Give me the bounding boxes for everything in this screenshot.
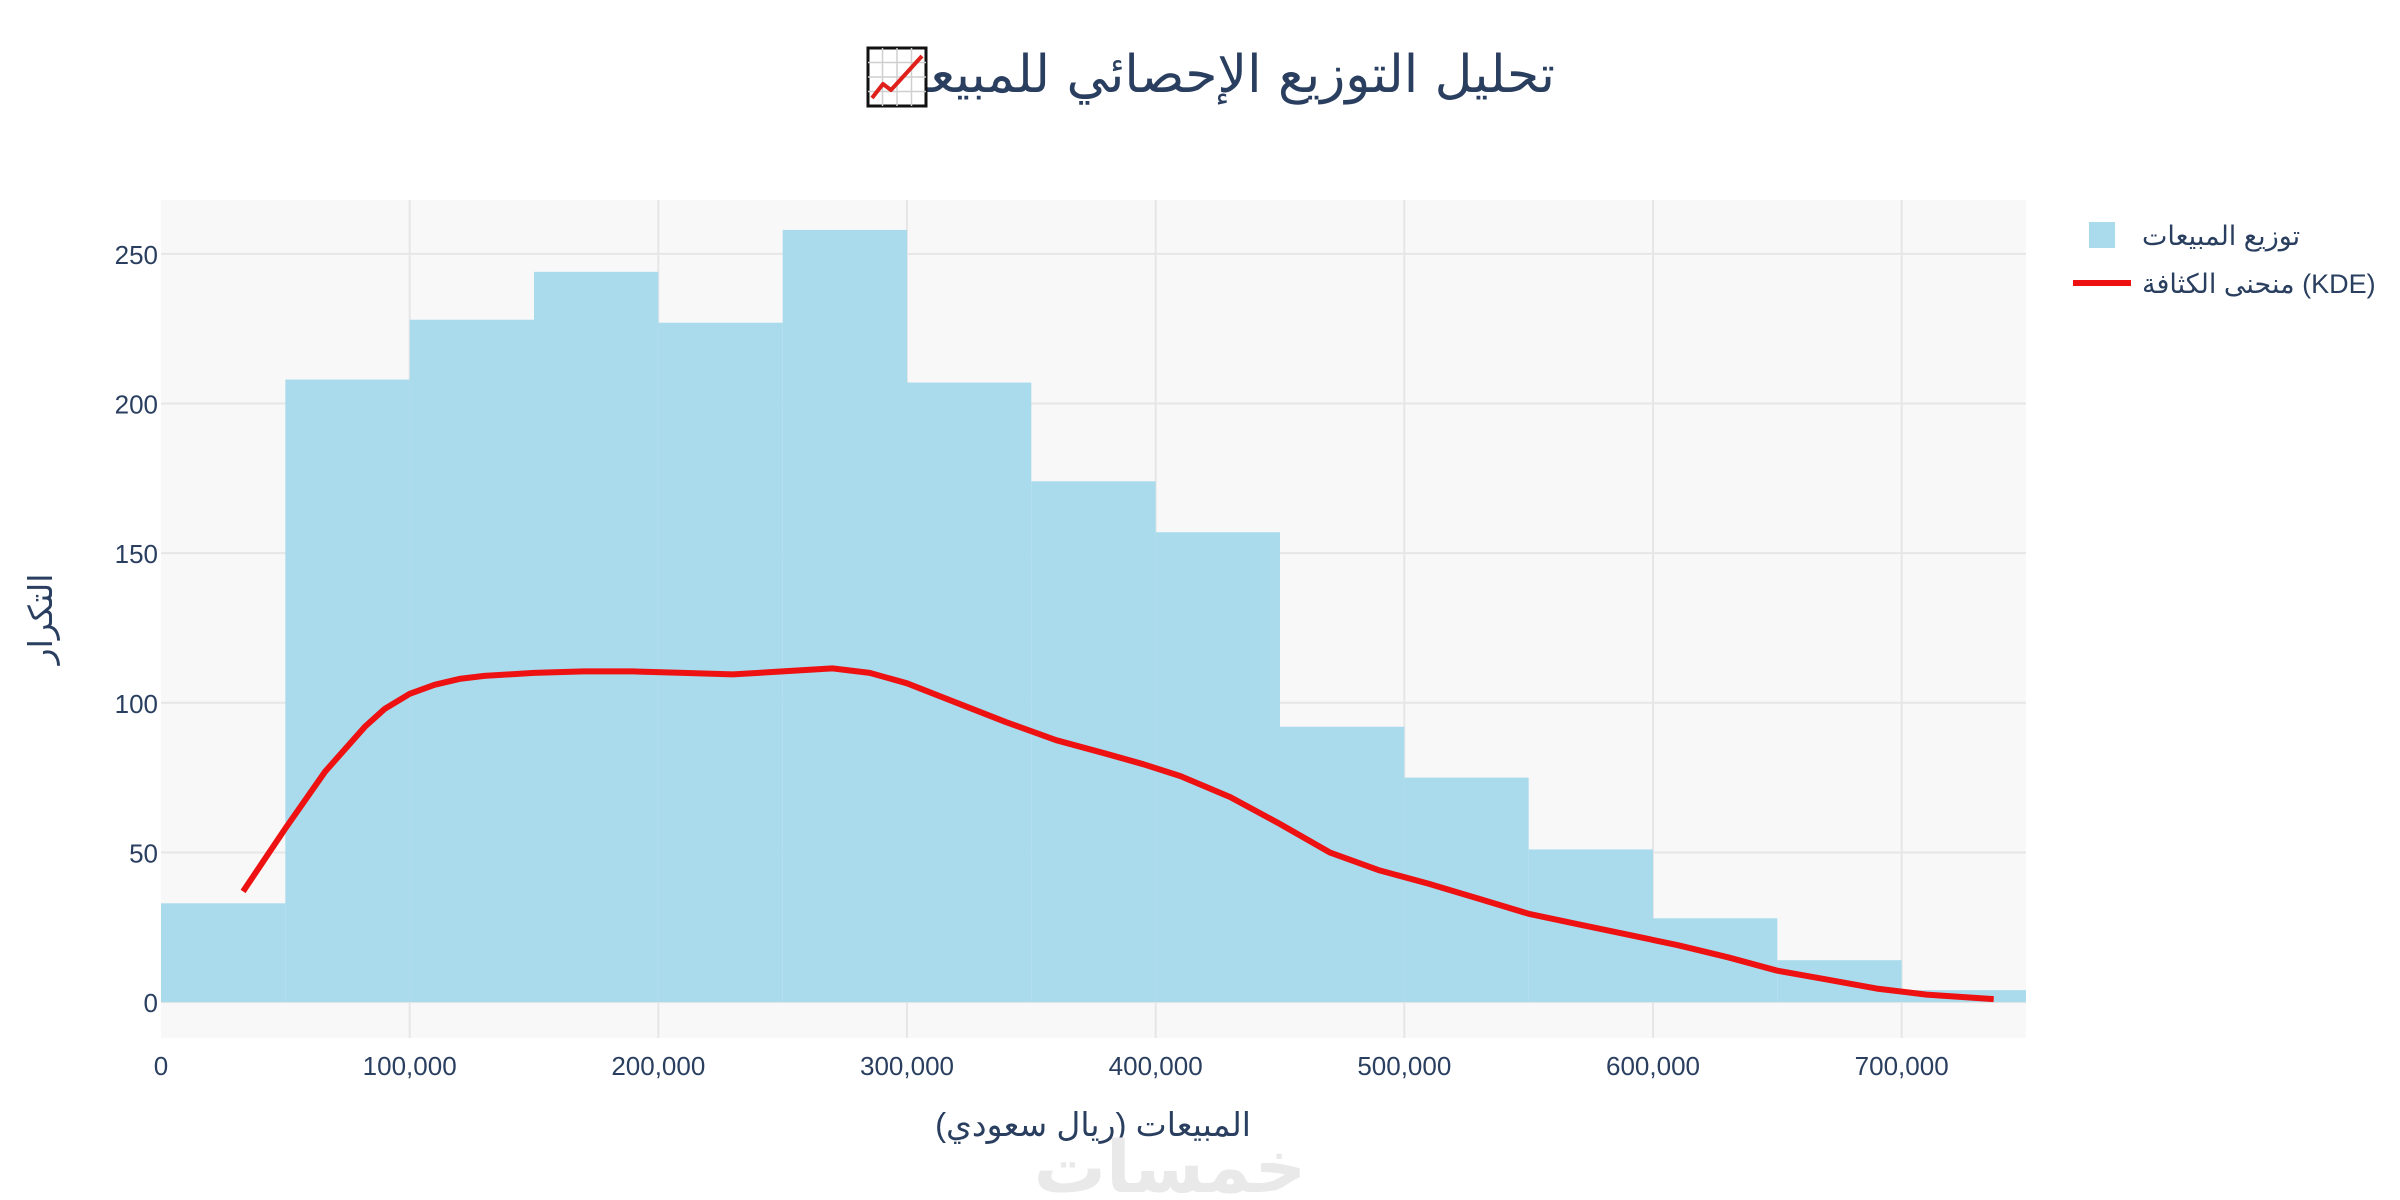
y-tick-label: 50: [129, 838, 158, 868]
x-tick-label: 500,000: [1357, 1051, 1451, 1081]
chart-increasing-icon: [866, 46, 928, 108]
x-tick-label: 300,000: [860, 1051, 954, 1081]
histogram-bar[interactable]: [285, 379, 410, 1003]
legend-label-kde: منحنى الكثافة (KDE): [2142, 269, 2376, 299]
x-tick-labels: 0 100,000 200,000 300,000 400,000 500,000 600,…: [154, 1051, 1949, 1081]
x-tick-label: 0: [154, 1051, 168, 1081]
x-tick-label: 100,000: [363, 1051, 457, 1081]
histogram-bar[interactable]: [1155, 532, 1280, 1003]
y-tick-label: 250: [115, 240, 158, 270]
y-tick-labels: 0 50 100 150 200 250: [115, 240, 158, 1018]
histogram-bar[interactable]: [1404, 777, 1529, 1003]
x-axis-label: المبيعات (ريال سعودي): [935, 1106, 1251, 1144]
legend-item-histogram[interactable]: توزيع المبيعات: [2089, 221, 2300, 252]
y-tick-label: 100: [115, 689, 158, 719]
legend-label-histogram: توزيع المبيعات: [2142, 221, 2300, 252]
histogram-bar[interactable]: [1280, 726, 1405, 1003]
legend: توزيع المبيعات منحنى الكثافة (KDE): [2073, 221, 2376, 299]
x-tick-label: 700,000: [1855, 1051, 1949, 1081]
x-tick-label: 400,000: [1109, 1051, 1203, 1081]
histogram-bar[interactable]: [409, 319, 534, 1003]
x-tick-label: 200,000: [611, 1051, 705, 1081]
y-axis-label: التكرار: [22, 574, 60, 667]
histogram-bar[interactable]: [658, 322, 783, 1003]
y-tick-label: 200: [115, 390, 158, 420]
x-tick-label: 600,000: [1606, 1051, 1700, 1081]
histogram-bar[interactable]: [161, 903, 286, 1003]
watermark: خمسات: [1034, 1128, 1307, 1200]
legend-swatch-histogram: [2089, 222, 2115, 248]
chart-title: تحليل التوزيع الإحصائي للمبيعات: [866, 45, 1555, 105]
histogram-bar[interactable]: [1031, 481, 1156, 1003]
histogram-bar[interactable]: [534, 271, 659, 1003]
y-tick-label: 150: [115, 539, 158, 569]
legend-item-kde[interactable]: منحنى الكثافة (KDE): [2073, 269, 2376, 299]
histogram-bar[interactable]: [1653, 918, 1778, 1003]
y-tick-label: 0: [144, 988, 158, 1018]
kde-curve-layer: [240, 665, 1994, 1003]
histogram-bar[interactable]: [782, 229, 907, 1003]
chart-title-group: تحليل التوزيع الإحصائي للمبيعات: [866, 45, 1555, 108]
kde-line[interactable]: [240, 665, 1994, 1003]
